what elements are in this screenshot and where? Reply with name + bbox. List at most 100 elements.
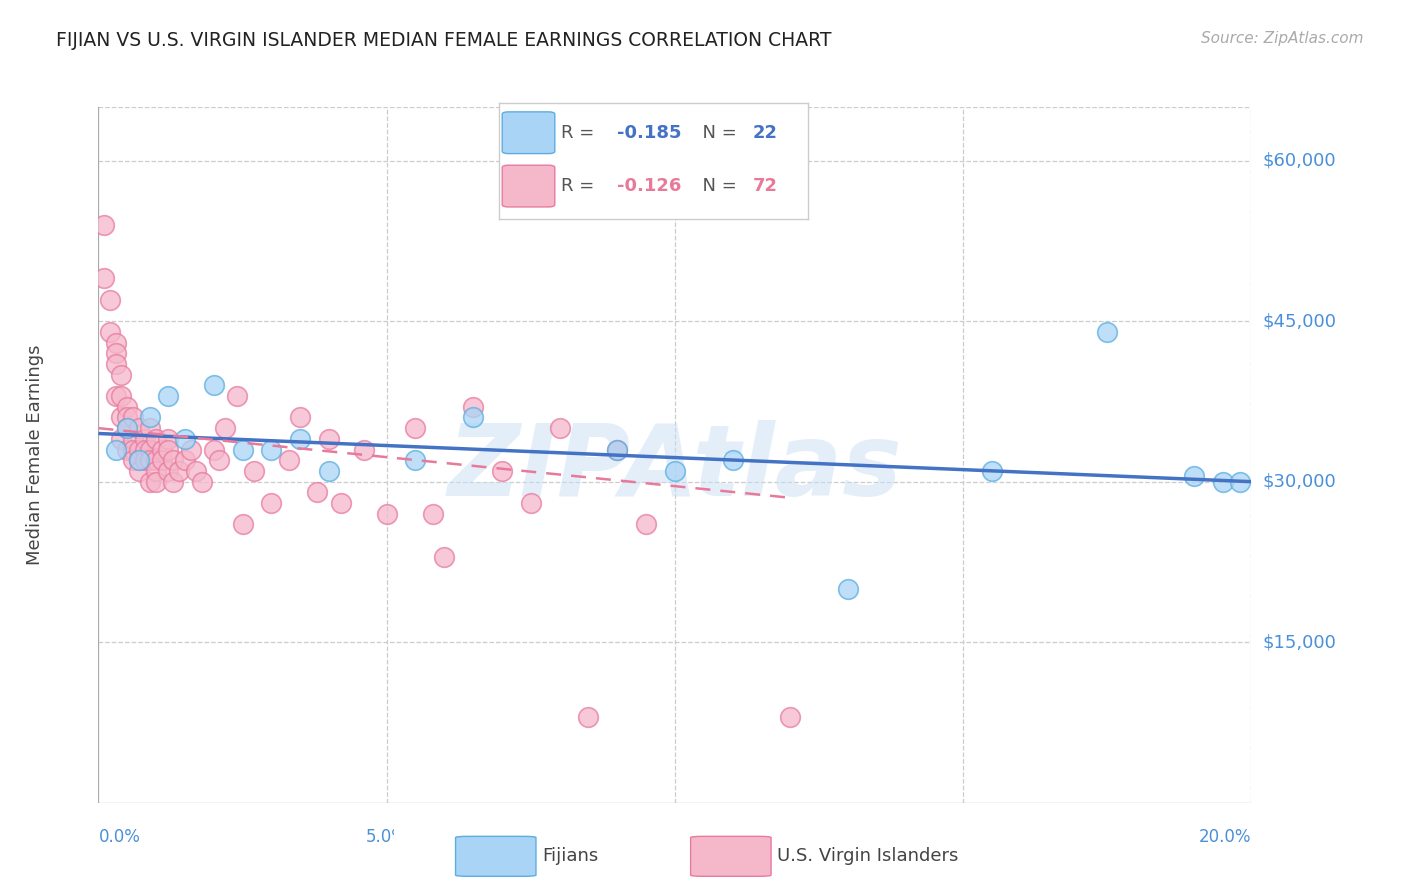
Point (93, 218, 115, 232)
Point (139, 475, 162, 489)
Text: N =: N = (690, 124, 742, 142)
Point (110, 368, 132, 382)
Point (150, 442, 173, 457)
Text: $15,000: $15,000 (1263, 633, 1336, 651)
Point (260, 442, 283, 457)
Point (122, 432, 145, 446)
Point (128, 453, 150, 467)
Point (122, 442, 145, 457)
Text: 10.0%: 10.0% (648, 828, 702, 846)
Point (375, 507, 398, 521)
Point (318, 464, 340, 478)
Text: 22: 22 (752, 124, 778, 142)
Point (128, 421, 150, 435)
Point (606, 442, 628, 457)
Point (134, 442, 156, 457)
Point (117, 400, 138, 414)
Point (548, 421, 571, 435)
Point (162, 475, 184, 489)
Point (117, 421, 138, 435)
Point (167, 464, 190, 478)
Point (139, 410, 162, 425)
Point (1182, 469, 1205, 483)
Point (104, 389, 127, 403)
FancyBboxPatch shape (502, 165, 555, 207)
Point (461, 400, 484, 414)
Point (104, 346, 127, 360)
Point (98, 325, 121, 339)
Point (307, 485, 329, 500)
Point (139, 453, 162, 467)
Point (122, 453, 145, 467)
Point (290, 432, 312, 446)
Point (231, 517, 254, 532)
Point (202, 378, 225, 392)
Text: $45,000: $45,000 (1263, 312, 1337, 330)
Point (156, 464, 179, 478)
Point (208, 453, 231, 467)
Point (1212, 475, 1234, 489)
Point (128, 464, 150, 478)
Point (405, 421, 427, 435)
Point (117, 421, 138, 435)
Point (104, 357, 127, 371)
Point (110, 432, 132, 446)
Point (260, 496, 283, 510)
Point (98, 293, 121, 307)
Text: Fijians: Fijians (543, 847, 599, 865)
Point (231, 442, 254, 457)
Point (145, 464, 167, 478)
Point (128, 442, 150, 457)
Text: FIJIAN VS U.S. VIRGIN ISLANDER MEDIAN FEMALE EARNINGS CORRELATION CHART: FIJIAN VS U.S. VIRGIN ISLANDER MEDIAN FE… (56, 31, 832, 50)
Point (353, 442, 375, 457)
Point (174, 453, 197, 467)
Text: 0.0%: 0.0% (98, 828, 141, 846)
Point (145, 453, 167, 467)
Text: -0.126: -0.126 (617, 178, 681, 195)
Point (104, 442, 127, 457)
Text: 15.0%: 15.0% (936, 828, 990, 846)
Text: Median Female Earnings: Median Female Earnings (25, 344, 44, 566)
Text: $60,000: $60,000 (1263, 152, 1336, 169)
Point (779, 710, 801, 724)
Text: U.S. Virgin Islanders: U.S. Virgin Islanders (778, 847, 959, 865)
Text: 72: 72 (752, 178, 778, 195)
Point (174, 432, 197, 446)
Point (606, 442, 628, 457)
Point (186, 464, 208, 478)
Point (981, 464, 1004, 478)
Text: 5.0%: 5.0% (366, 828, 408, 846)
Point (156, 389, 179, 403)
Point (422, 507, 444, 521)
Point (433, 549, 456, 564)
Point (156, 442, 179, 457)
Point (145, 475, 167, 489)
Text: ZIPAtlas: ZIPAtlas (447, 420, 903, 517)
Point (225, 389, 247, 403)
Text: $30,000: $30,000 (1263, 473, 1336, 491)
Point (202, 442, 225, 457)
Text: N =: N = (690, 178, 742, 195)
Point (578, 710, 600, 724)
Point (243, 464, 266, 478)
FancyBboxPatch shape (502, 112, 555, 153)
Point (329, 496, 352, 510)
Point (162, 453, 184, 467)
Point (461, 410, 484, 425)
Point (191, 475, 214, 489)
Point (122, 410, 145, 425)
Text: Source: ZipAtlas.com: Source: ZipAtlas.com (1201, 31, 1364, 46)
Point (1229, 475, 1251, 489)
Text: R =: R = (561, 178, 600, 195)
Point (277, 453, 299, 467)
Point (145, 432, 167, 446)
Point (214, 421, 236, 435)
Point (139, 421, 162, 435)
Point (721, 453, 744, 467)
Point (290, 410, 312, 425)
Text: -0.185: -0.185 (617, 124, 681, 142)
Point (139, 442, 162, 457)
Point (117, 410, 138, 425)
Point (405, 453, 427, 467)
Point (134, 453, 156, 467)
